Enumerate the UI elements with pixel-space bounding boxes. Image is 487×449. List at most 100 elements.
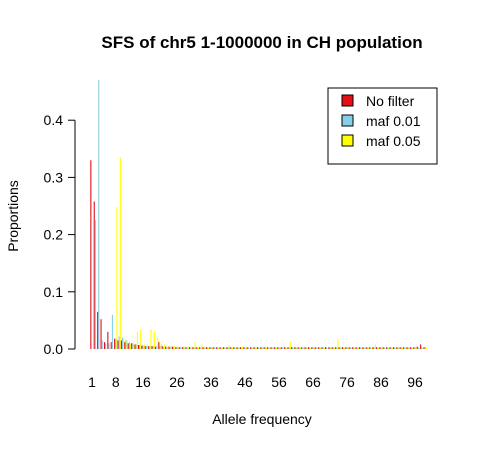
bar-maf-0-05 <box>327 347 329 349</box>
bar-maf-0-01 <box>156 346 158 349</box>
bar-maf-0-01 <box>295 347 297 349</box>
bar-maf-0-01 <box>111 314 113 349</box>
bar-maf-0-05 <box>123 338 125 349</box>
bar-maf-0-05 <box>419 347 421 349</box>
bar-no-filter <box>352 347 354 349</box>
bar-maf-0-05 <box>412 347 414 349</box>
bar-no-filter <box>277 347 279 349</box>
bar-no-filter <box>399 347 401 349</box>
bar-no-filter <box>263 347 265 349</box>
bar-maf-0-01 <box>152 346 154 349</box>
x-tick-label: 1 <box>88 374 96 390</box>
bar-maf-0-01 <box>145 345 147 349</box>
bar-maf-0-05 <box>276 347 278 349</box>
bar-maf-0-05 <box>140 328 142 349</box>
x-tick-label: 66 <box>305 374 321 390</box>
bar-maf-0-05 <box>249 347 251 349</box>
legend-swatch <box>341 114 354 127</box>
bar-maf-0-01 <box>224 347 226 349</box>
bar-maf-0-05 <box>385 347 387 349</box>
bar-no-filter <box>270 347 272 349</box>
bar-no-filter <box>209 347 211 349</box>
bar-no-filter <box>324 347 326 349</box>
bar-maf-0-05 <box>402 347 404 349</box>
x-axis-label: Allele frequency <box>212 411 312 427</box>
bar-no-filter <box>233 347 235 349</box>
bar-maf-0-05 <box>153 331 155 349</box>
bar-no-filter <box>239 347 241 349</box>
bar-maf-0-05 <box>378 347 380 349</box>
bar-maf-0-01 <box>356 347 358 349</box>
x-axis-ticks: 1 8 16 26 36 46 56 66 76 86 96 <box>88 374 423 390</box>
bar-maf-0-05 <box>167 345 169 349</box>
bar-maf-0-01 <box>203 347 205 349</box>
bar-maf-0-01 <box>424 347 426 349</box>
bar-no-filter <box>420 344 422 349</box>
y-tick-label: 0.2 <box>44 227 64 243</box>
bar-no-filter <box>192 347 194 349</box>
bar-no-filter <box>369 347 371 349</box>
bar-maf-0-05 <box>317 347 319 349</box>
bar-no-filter <box>100 319 102 349</box>
bar-maf-0-05 <box>218 347 220 349</box>
bar-maf-0-01 <box>366 347 368 349</box>
bar-no-filter <box>93 201 95 349</box>
bar-maf-0-01 <box>108 343 110 349</box>
bar-no-filter <box>416 346 418 349</box>
bar-maf-0-05 <box>272 347 274 349</box>
y-tick-label: 0.4 <box>44 112 64 128</box>
bars <box>90 80 427 349</box>
bar-maf-0-01 <box>254 347 256 349</box>
x-tick-label: 16 <box>135 374 151 390</box>
bar-maf-0-05 <box>232 347 234 349</box>
bar-maf-0-01 <box>397 347 399 349</box>
y-tick-label: 0.3 <box>44 169 64 185</box>
bar-no-filter <box>341 347 343 349</box>
bar-no-filter <box>226 347 228 349</box>
bar-no-filter <box>202 347 204 349</box>
bar-no-filter <box>250 347 252 349</box>
bar-maf-0-01 <box>380 347 382 349</box>
bar-maf-0-05 <box>187 346 189 349</box>
bar-maf-0-01 <box>98 80 100 349</box>
bar-maf-0-01 <box>390 347 392 349</box>
bar-maf-0-01 <box>407 347 409 349</box>
bar-maf-0-01 <box>271 347 273 349</box>
bar-maf-0-01 <box>244 347 246 349</box>
bar-maf-0-05 <box>279 347 281 349</box>
bar-no-filter <box>358 347 360 349</box>
bar-maf-0-01 <box>128 342 130 349</box>
bar-no-filter <box>137 345 139 349</box>
bar-no-filter <box>372 347 374 349</box>
bar-maf-0-01 <box>251 347 253 349</box>
bar-no-filter <box>406 347 408 349</box>
bar-maf-0-05 <box>334 347 336 349</box>
bar-maf-0-01 <box>349 347 351 349</box>
bar-maf-0-01 <box>312 347 314 349</box>
bar-maf-0-05 <box>357 347 359 349</box>
bar-maf-0-01 <box>183 346 185 349</box>
bar-no-filter <box>386 347 388 349</box>
bar-maf-0-01 <box>190 347 192 349</box>
bar-maf-0-01 <box>241 347 243 349</box>
bar-maf-0-05 <box>184 346 186 349</box>
bar-no-filter <box>307 347 309 349</box>
bar-maf-0-05 <box>337 338 339 349</box>
bar-maf-0-01 <box>227 347 229 349</box>
bar-maf-0-01 <box>360 347 362 349</box>
bar-maf-0-05 <box>347 347 349 349</box>
bar-maf-0-05 <box>351 347 353 349</box>
bar-no-filter <box>182 347 184 349</box>
bar-no-filter <box>318 347 320 349</box>
bar-maf-0-05 <box>330 347 332 349</box>
bar-no-filter <box>348 347 350 349</box>
bar-no-filter <box>280 347 282 349</box>
bar-maf-0-01 <box>149 346 151 349</box>
bar-no-filter <box>375 347 377 349</box>
bar-maf-0-05 <box>306 347 308 349</box>
bar-maf-0-01 <box>417 347 419 349</box>
bar-no-filter <box>355 347 357 349</box>
bar-no-filter <box>297 347 299 349</box>
bar-maf-0-05 <box>164 344 166 349</box>
